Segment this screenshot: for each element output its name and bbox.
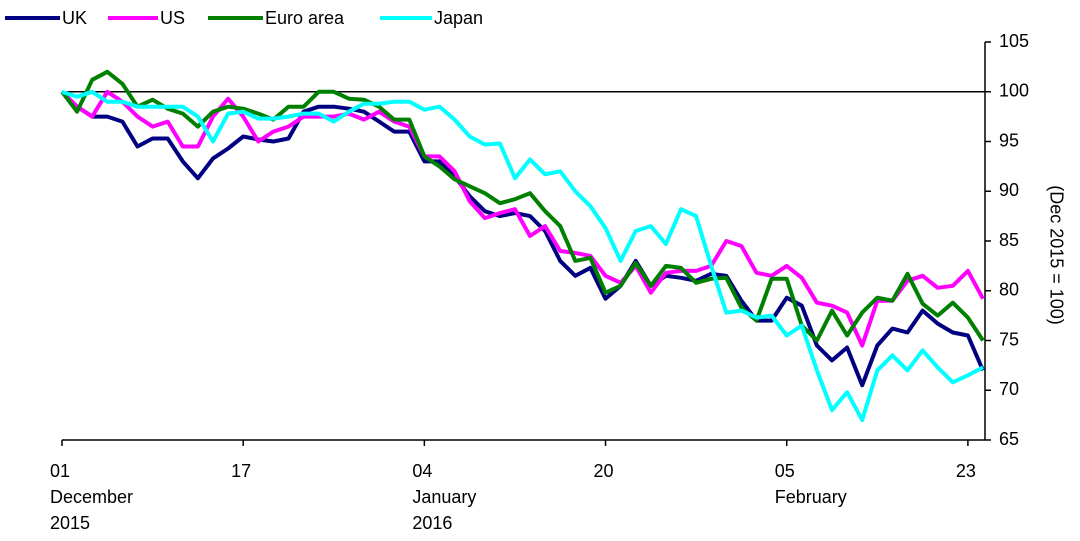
x-tick-label: 05 February bbox=[774, 461, 847, 507]
y-tick-label: 100 bbox=[999, 81, 1029, 101]
series-line bbox=[60, 69, 985, 343]
y-tick-label: 80 bbox=[999, 280, 1019, 300]
x-tick-label: 23 bbox=[955, 461, 976, 481]
y-tick-label: 70 bbox=[999, 379, 1019, 399]
series-line bbox=[60, 90, 985, 388]
y-tick-label: 95 bbox=[999, 130, 1019, 150]
y-tick-label: 85 bbox=[999, 230, 1019, 250]
x-tick-label: 01 December 2015 bbox=[50, 461, 134, 533]
y-tick-label: 90 bbox=[999, 180, 1019, 200]
y-tick-label: 65 bbox=[999, 429, 1019, 449]
x-tick-label: 17 bbox=[231, 461, 252, 481]
series-line bbox=[60, 89, 985, 348]
y-axis-label: (Dec 2015 = 100) bbox=[1046, 185, 1066, 325]
legend-label: Japan bbox=[434, 8, 483, 28]
legend-label: UK bbox=[62, 8, 87, 28]
series-line bbox=[61, 89, 984, 423]
y-tick-label: 75 bbox=[999, 329, 1019, 349]
x-tick-label: 20 bbox=[593, 461, 614, 481]
legend-label: Euro area bbox=[265, 8, 345, 28]
x-tick-label: 04 January 2016 bbox=[412, 461, 477, 533]
y-tick-label: 105 bbox=[999, 31, 1029, 51]
legend-label: US bbox=[160, 8, 185, 28]
